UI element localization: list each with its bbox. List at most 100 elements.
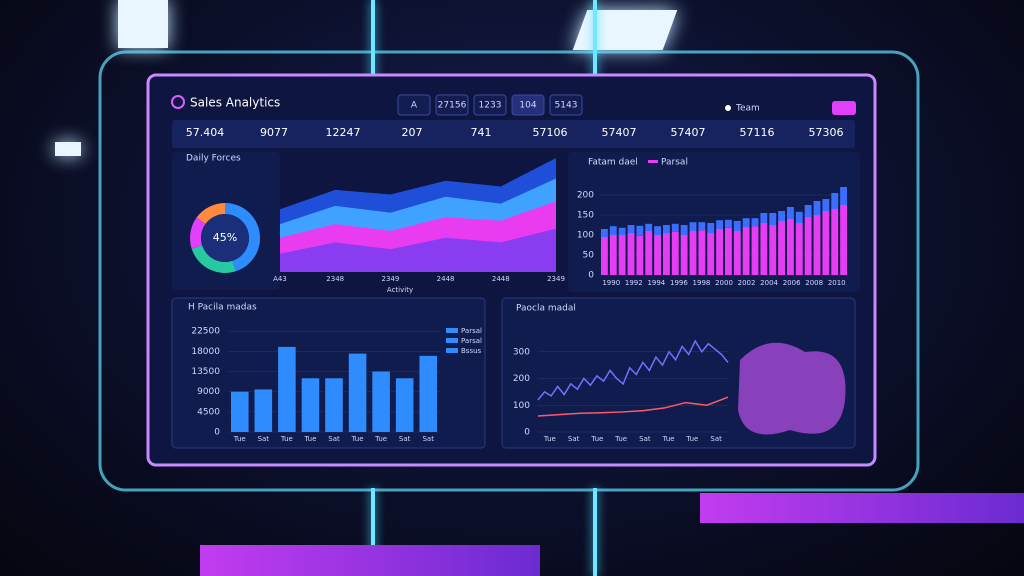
bar-segment [804,205,812,217]
x-tick-label: 2349 [381,275,399,283]
bar-segment [822,211,830,275]
x-tick-label: 1998 [693,279,711,287]
bar-segment [795,211,803,223]
kpi-bar [172,120,855,148]
bar-segment [742,227,750,275]
x-tick-label: Sat [328,435,340,443]
pie-center: 45% [213,231,237,244]
legend-label: Parsal [461,327,482,335]
tab[interactable] [435,94,469,116]
bar-segment [831,209,839,275]
bar-segment [618,227,626,235]
bar-segment [840,187,847,205]
bar-segment [707,233,715,275]
panel-title: Fatam dael [588,158,638,168]
bar-segment [645,223,653,231]
x-tick-label: Tue [374,435,387,443]
panel-title: Daily Forces [186,154,241,164]
legend-label: Bssus [461,347,482,355]
bar [231,391,249,432]
x-tick-label: 1992 [625,279,643,287]
y-tick-label: 0 [524,428,530,438]
bar-segment [636,225,644,236]
x-tick-label: 2002 [738,279,756,287]
bar [254,389,273,432]
bar-segment [769,225,777,275]
y-tick-label: 4500 [197,407,220,417]
bar-segment [645,231,653,275]
legend-swatch [446,348,458,353]
tab[interactable] [473,94,507,116]
legend-swatch [446,338,458,343]
bar-segment [601,237,608,275]
pie-slice [189,217,206,249]
y-tick-label: 22500 [191,327,220,337]
x-tick-label: 2006 [783,279,801,287]
tab[interactable] [549,94,583,116]
bar [278,346,296,432]
bar-segment [778,211,785,221]
bar-segment [707,223,715,233]
line [537,396,729,417]
y-tick-label: 50 [583,251,595,261]
kpi-value: 207 [402,126,423,139]
tab-label[interactable]: 5143 [555,101,578,111]
y-tick-label: 13500 [191,367,220,377]
pie-hole [201,214,249,262]
pole [371,0,375,80]
kpi-value: 741 [471,126,492,139]
bar-segment [840,205,847,275]
bar-segment [601,229,608,237]
pole [593,488,597,576]
legend-swatch [446,328,458,333]
legend-swatch [648,160,658,163]
x-tick-label: 2010 [828,279,846,287]
pie-slice [196,202,225,224]
bar [395,378,414,432]
kpi-value: 9077 [260,126,288,139]
tab-label[interactable]: A [411,101,418,111]
pie-slice [191,245,236,273]
x-tick-label: Tue [590,435,603,443]
action-button[interactable] [832,101,856,115]
bar-segment [760,213,768,223]
bar-segment [778,221,785,275]
bar-segment [680,235,688,275]
tab-label[interactable]: 1233 [479,101,502,111]
bar-segment [751,226,759,275]
panel-title: H Pacila madas [188,303,257,313]
bar-segment [725,219,732,228]
y-tick-label: 200 [577,191,594,201]
desk [700,493,1024,523]
tab-label[interactable]: 27156 [438,101,467,111]
legend-label: Parsal [461,337,482,345]
x-tick-label: 1994 [647,279,665,287]
tab-label[interactable]: 104 [519,101,536,111]
kpi-value: 57407 [671,126,706,139]
blob-graphic [738,342,846,435]
y-tick-label: 200 [513,374,530,384]
tab[interactable] [397,94,431,116]
area [280,228,556,272]
bar-segment [795,223,803,275]
line [537,339,729,401]
bar-segment [627,233,635,275]
user[interactable]: Team [735,104,760,114]
bar-segment [733,231,741,275]
x-tick-label: Tue [303,435,316,443]
kpi-value: 57.404 [186,126,225,139]
x-tick-label: 2348 [326,275,344,283]
kpi-value: 12247 [326,126,361,139]
logo [171,95,185,109]
y-tick-label: 0 [588,271,594,281]
bar-segment [733,221,741,231]
bar-segment [654,235,661,275]
x-tick-label: Tue [351,435,364,443]
x-tick-label: Sat [639,435,651,443]
bar-segment [689,222,697,231]
bar-segment [804,217,812,275]
tab[interactable] [511,94,545,116]
bar-segment [654,226,661,235]
bar [325,378,343,432]
bar-segment [698,222,706,231]
